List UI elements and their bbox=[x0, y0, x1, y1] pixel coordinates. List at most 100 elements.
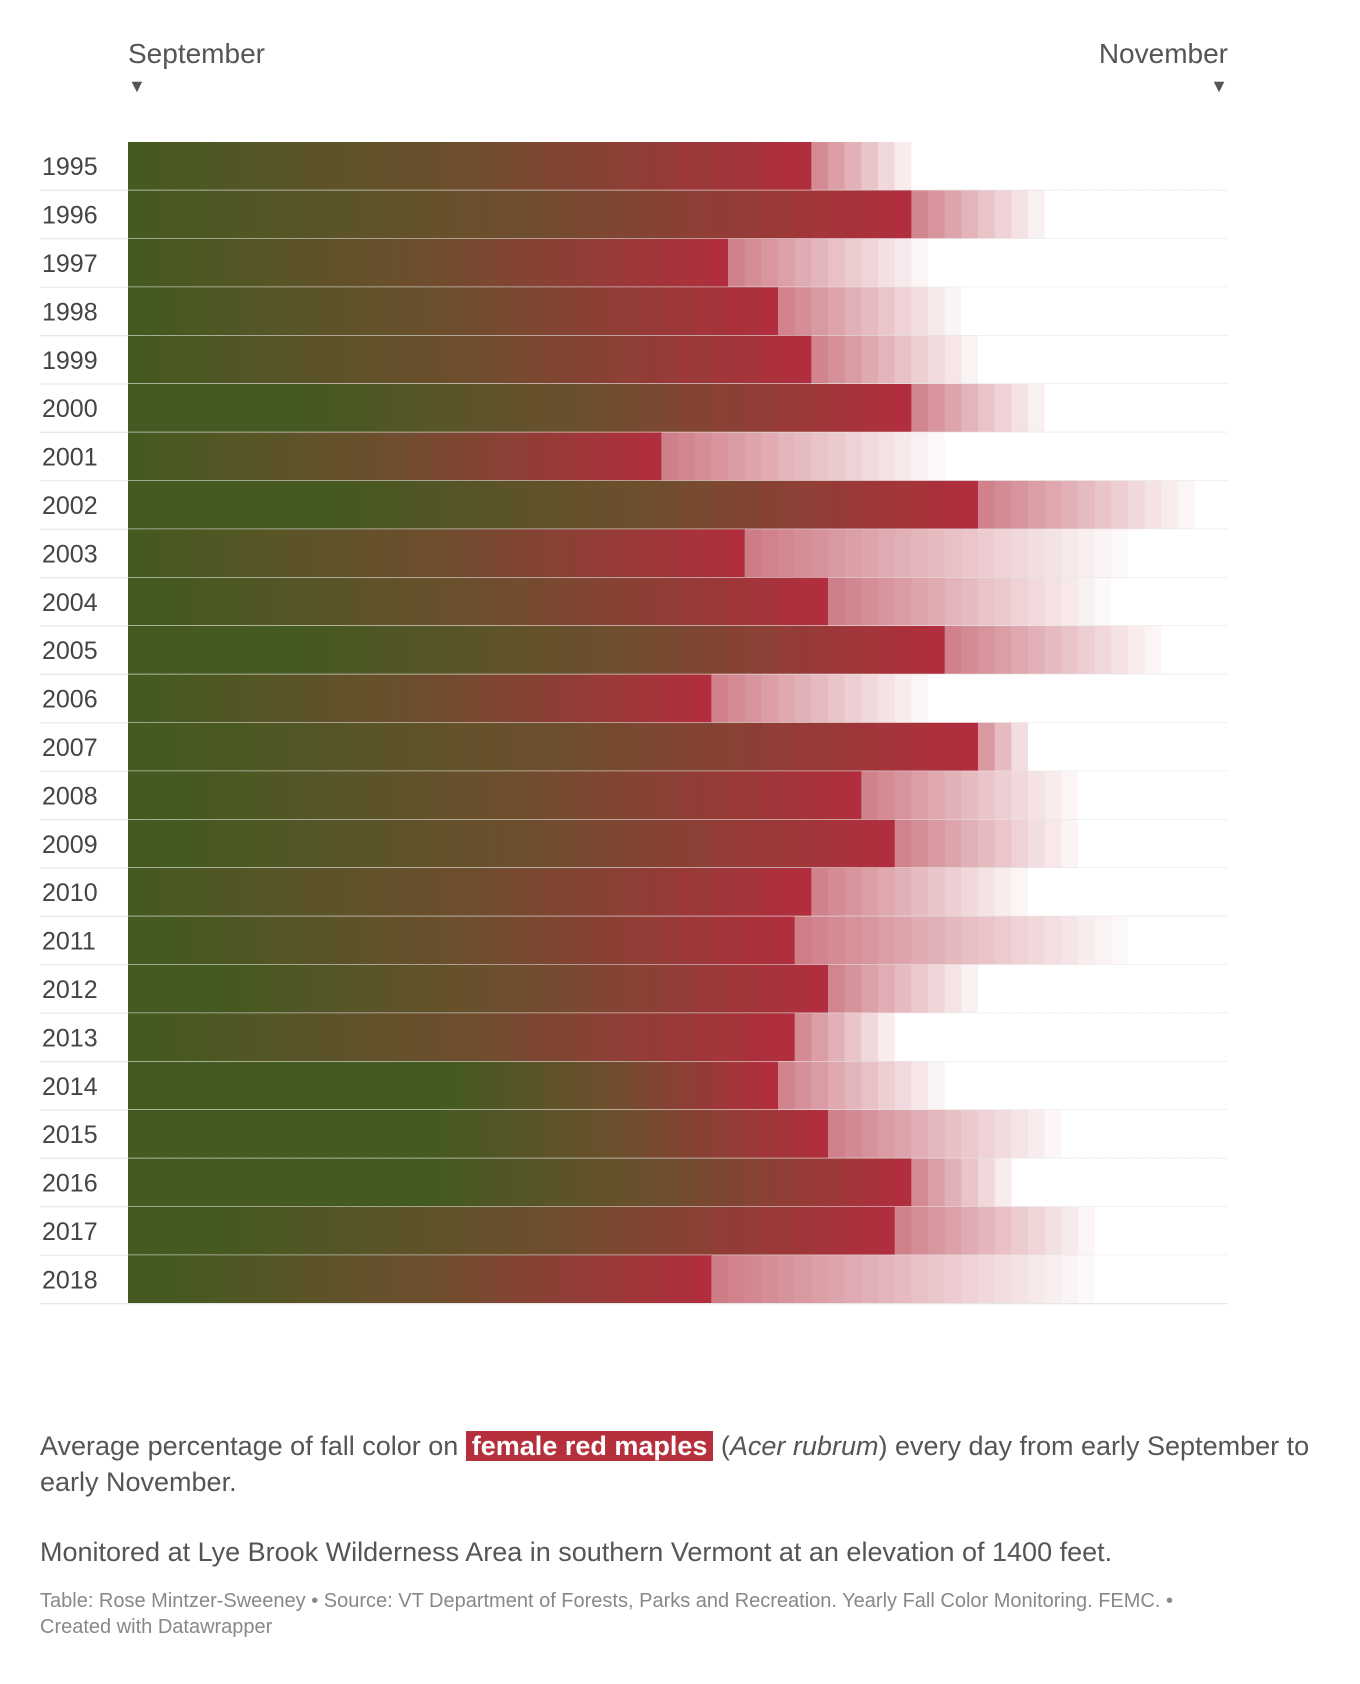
heatmap-cell bbox=[544, 480, 562, 530]
heatmap-cell bbox=[861, 1158, 879, 1207]
heatmap-cell bbox=[961, 529, 979, 578]
heatmap-cell bbox=[128, 674, 146, 723]
heatmap-cell bbox=[578, 432, 596, 481]
heatmap-cell bbox=[178, 529, 196, 578]
heatmap-cell bbox=[528, 1158, 546, 1207]
heatmap-cell bbox=[1028, 1255, 1046, 1304]
heatmap-cell bbox=[861, 626, 879, 675]
heatmap-cell bbox=[444, 287, 462, 336]
heatmap-cell bbox=[361, 190, 379, 239]
heatmap-cell bbox=[978, 1013, 996, 1062]
heatmap-cell bbox=[261, 1110, 279, 1159]
heatmap-cell bbox=[561, 142, 579, 191]
heatmap-cell bbox=[294, 190, 312, 239]
heatmap-cell bbox=[244, 674, 262, 723]
heatmap-cell bbox=[444, 529, 462, 578]
end-month-text: November bbox=[1098, 38, 1228, 69]
heatmap-cell bbox=[928, 384, 946, 433]
heatmap-cell bbox=[1194, 868, 1212, 917]
heatmap-cell bbox=[244, 722, 262, 772]
heatmap-cell bbox=[1044, 287, 1062, 336]
heatmap-cell bbox=[1078, 1255, 1096, 1304]
heatmap-cell bbox=[194, 868, 212, 917]
heatmap-cell bbox=[994, 142, 1012, 191]
heatmap-cell bbox=[144, 190, 162, 239]
heatmap-cell bbox=[1144, 1110, 1162, 1159]
heatmap-cell bbox=[261, 722, 279, 772]
heatmap-cell bbox=[478, 1158, 496, 1207]
heatmap-cell bbox=[644, 384, 662, 433]
heatmap-cell bbox=[428, 480, 446, 530]
heatmap-cell bbox=[994, 1158, 1012, 1207]
heatmap-cell bbox=[1111, 1061, 1129, 1110]
heatmap-cell bbox=[911, 384, 929, 433]
heatmap-cell bbox=[794, 1110, 812, 1159]
heatmap-cell bbox=[978, 819, 996, 868]
heatmap-cell bbox=[178, 964, 196, 1014]
heatmap-cell bbox=[361, 1158, 379, 1207]
heatmap-cell bbox=[344, 1061, 362, 1110]
heatmap-cell bbox=[294, 626, 312, 675]
heatmap-cell bbox=[194, 819, 212, 868]
heatmap-cell bbox=[528, 1206, 546, 1256]
heatmap-cell bbox=[194, 529, 212, 578]
heatmap-cell bbox=[711, 1110, 729, 1159]
heatmap-cell bbox=[311, 384, 329, 433]
heatmap-cell bbox=[628, 1158, 646, 1207]
heatmap-cell bbox=[561, 722, 579, 772]
heatmap-cell bbox=[561, 577, 579, 626]
heatmap-cell bbox=[278, 916, 296, 965]
heatmap-cell bbox=[761, 819, 779, 868]
heatmap-cell bbox=[1011, 1158, 1029, 1207]
heatmap-cell bbox=[878, 577, 896, 626]
heatmap-cell bbox=[694, 964, 712, 1014]
heatmap-cell bbox=[261, 1158, 279, 1207]
heatmap-cell bbox=[594, 238, 612, 288]
heatmap-cell bbox=[344, 1255, 362, 1304]
heatmap-cell bbox=[894, 626, 912, 675]
heatmap-cell bbox=[678, 626, 696, 675]
heatmap-cell bbox=[1094, 1013, 1112, 1062]
heatmap-cell bbox=[1194, 577, 1212, 626]
heatmap-cell bbox=[1111, 577, 1129, 626]
heatmap-cell bbox=[1128, 384, 1146, 433]
heatmap-cell bbox=[561, 238, 579, 288]
heatmap-cell bbox=[961, 1061, 979, 1110]
heatmap-cell bbox=[744, 964, 762, 1014]
heatmap-cell bbox=[611, 1158, 629, 1207]
heatmap-cell bbox=[578, 1255, 596, 1304]
heatmap-cell bbox=[194, 238, 212, 288]
heatmap-cell bbox=[261, 1255, 279, 1304]
heatmap-cell bbox=[828, 868, 846, 917]
heatmap-cell bbox=[1061, 190, 1079, 239]
heatmap-cell bbox=[844, 287, 862, 336]
heatmap-cell bbox=[494, 868, 512, 917]
heatmap-cell bbox=[1111, 238, 1129, 288]
heatmap-cell bbox=[394, 1255, 412, 1304]
heatmap-cell bbox=[611, 480, 629, 530]
heatmap-cell bbox=[661, 868, 679, 917]
heatmap-cell bbox=[644, 1110, 662, 1159]
heatmap-cell bbox=[1178, 1061, 1196, 1110]
heatmap-cell bbox=[1178, 771, 1196, 820]
heatmap-cell bbox=[644, 868, 662, 917]
heatmap-cell bbox=[711, 819, 729, 868]
heatmap-cell bbox=[861, 238, 879, 288]
heatmap-cell bbox=[428, 238, 446, 288]
heatmap-cell bbox=[611, 529, 629, 578]
heatmap-cell bbox=[378, 916, 396, 965]
heatmap-cell bbox=[394, 1110, 412, 1159]
heatmap-cell bbox=[161, 674, 179, 723]
heatmap-cell bbox=[294, 1255, 312, 1304]
heatmap-cell bbox=[1128, 771, 1146, 820]
heatmap-cell bbox=[211, 384, 229, 433]
heatmap-cell bbox=[1094, 1206, 1112, 1256]
heatmap-cell bbox=[411, 529, 429, 578]
heatmap-cell bbox=[394, 916, 412, 965]
heatmap-cell bbox=[128, 577, 146, 626]
heatmap-cell bbox=[478, 1206, 496, 1256]
heatmap-cell bbox=[1211, 819, 1229, 868]
heatmap-cell bbox=[261, 238, 279, 288]
heatmap-cell bbox=[328, 577, 346, 626]
heatmap-cell bbox=[844, 142, 862, 191]
